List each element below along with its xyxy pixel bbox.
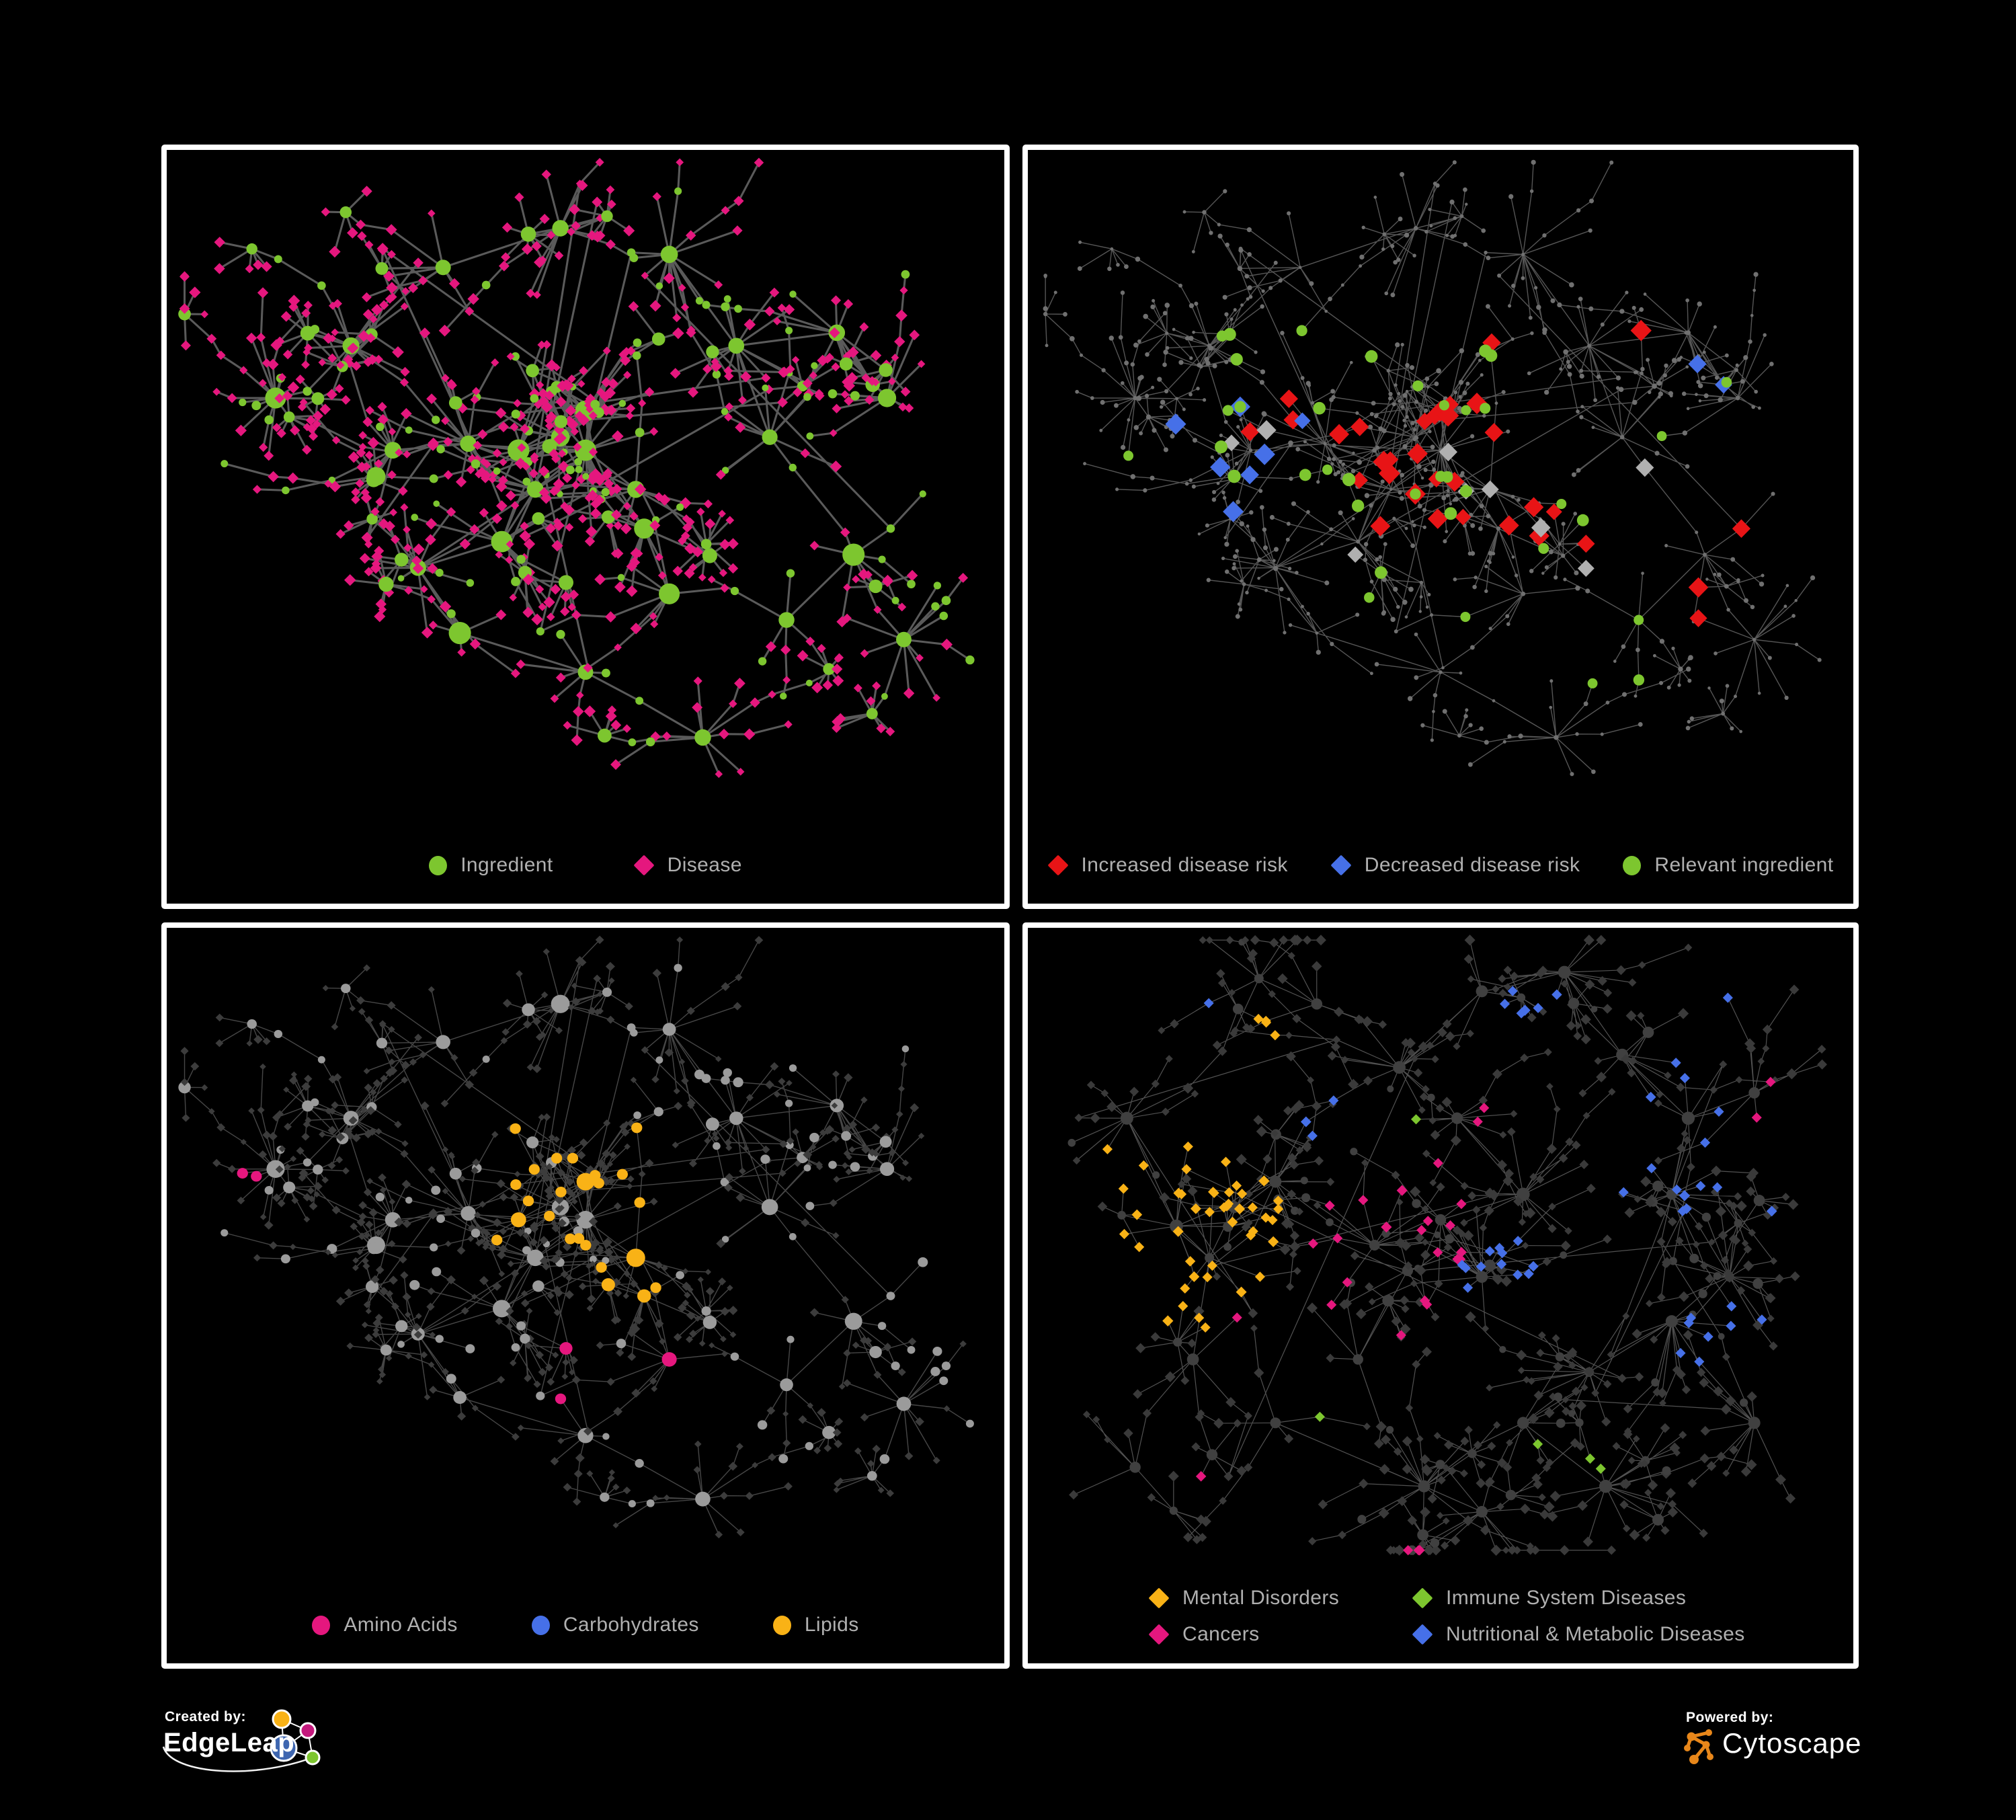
- legend-ingredient-disease: Ingredient Disease: [167, 854, 1004, 877]
- legend-label: Amino Acids: [344, 1614, 458, 1636]
- edgeleap-logo-icon: [162, 1709, 321, 1772]
- legend-disease-risk: Increased disease risk Decreased disease …: [1028, 854, 1853, 877]
- legend-item-increased-disease-risk: Increased disease risk: [1047, 854, 1288, 877]
- legend-item-ingredient: Ingredient: [429, 854, 553, 877]
- legend-label: Carbohydrates: [563, 1614, 699, 1636]
- diamond-marker-icon: [633, 855, 655, 876]
- network-graph-nutrient-classes: [178, 935, 974, 1539]
- circle-marker-icon: [531, 1615, 550, 1635]
- network-graph-disease-classes: [1067, 935, 1828, 1556]
- network-graph-ingredient-disease: [178, 157, 975, 779]
- legend-item-decreased-disease-risk: Decreased disease risk: [1330, 854, 1580, 877]
- legend-label: Immune System Diseases: [1446, 1587, 1687, 1609]
- cytoscape-logo-icon: [1684, 1729, 1713, 1764]
- legend-item-amino-acids: Amino Acids: [312, 1614, 457, 1636]
- legend-item-cancers: Cancers: [1148, 1623, 1412, 1646]
- circle-marker-icon: [429, 855, 448, 875]
- legend-label: Relevant ingredient: [1654, 854, 1834, 876]
- circle-marker-icon: [1623, 855, 1642, 875]
- legend-item-immune-system-diseases: Immune System Diseases: [1412, 1587, 1840, 1610]
- diamond-marker-icon: [1047, 855, 1069, 876]
- cytoscape-wordmark: Cytoscape: [1722, 1727, 1862, 1759]
- legend-item-relevant-ingredient: Relevant ingredient: [1623, 854, 1833, 877]
- panel-disease-risk: Increased disease risk Decreased disease …: [1022, 145, 1859, 909]
- legend-label: Ingredient: [460, 854, 553, 876]
- edgeleap-wordmark: EdgeLeap: [163, 1728, 295, 1757]
- legend-nutrient-classes: Amino Acids Carbohydrates Lipids: [167, 1614, 1004, 1636]
- legend-item-lipids: Lipids: [772, 1614, 859, 1636]
- edgeleap-credit: Created by: EdgeLeap: [158, 1702, 353, 1796]
- legend-item-mental-disorders: Mental Disorders: [1148, 1587, 1412, 1610]
- panel-ingredient-disease: Ingredient Disease: [161, 145, 1010, 909]
- legend-label: Cancers: [1182, 1623, 1260, 1645]
- created-by-label: Created by:: [165, 1709, 247, 1725]
- diamond-marker-icon: [1412, 1587, 1433, 1609]
- legend-disease-classes: Mental Disorders Immune System Diseases Ca…: [1148, 1587, 1840, 1646]
- legend-item-disease: Disease: [633, 854, 742, 877]
- legend-item-nutritional-metabolic-diseases: Nutritional & Metabolic Diseases: [1412, 1623, 1840, 1646]
- circle-marker-icon: [772, 1615, 791, 1635]
- circle-marker-icon: [312, 1615, 331, 1635]
- legend-label: Decreased disease risk: [1364, 854, 1580, 876]
- diamond-marker-icon: [1148, 1624, 1170, 1645]
- panel-disease-classes: Mental Disorders Immune System Diseases Ca…: [1022, 922, 1859, 1669]
- legend-label: Increased disease risk: [1081, 854, 1288, 876]
- powered-by-label: Powered by:: [1686, 1710, 1774, 1725]
- legend-label: Nutritional & Metabolic Diseases: [1446, 1623, 1745, 1645]
- legend-item-carbohydrates: Carbohydrates: [531, 1614, 699, 1636]
- diamond-marker-icon: [1412, 1624, 1433, 1645]
- cytoscape-credit: Powered by: Cytoscape: [1681, 1704, 1882, 1785]
- diamond-marker-icon: [1148, 1587, 1170, 1609]
- diamond-marker-icon: [1330, 855, 1352, 876]
- panel-nutrient-classes: Amino Acids Carbohydrates Lipids: [161, 922, 1010, 1669]
- legend-label: Mental Disorders: [1182, 1587, 1340, 1609]
- legend-label: Lipids: [804, 1614, 859, 1636]
- legend-label: Disease: [667, 854, 742, 876]
- network-graph-disease-risk: [1043, 159, 1822, 777]
